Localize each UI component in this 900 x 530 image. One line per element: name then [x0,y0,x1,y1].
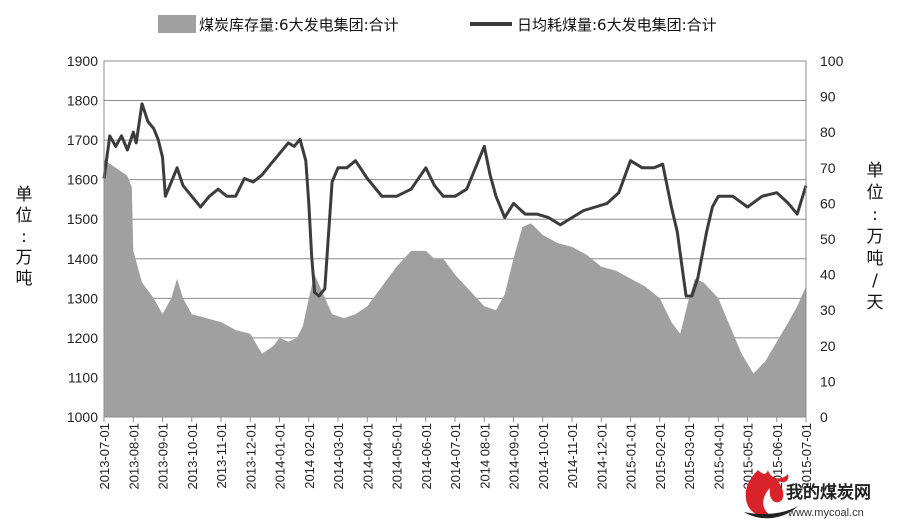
left-axis-title-char: 单 [16,185,33,205]
x-tick-label-5: 2013-12-01 [243,423,258,490]
right-tick-label-2: 20 [820,338,836,354]
right-tick-label-0: 0 [820,409,828,425]
x-tick-label-24: 2015-07-01 [799,423,814,490]
consumption-line-series [102,102,808,298]
x-tick-label-23: 2015-06-01 [770,423,785,490]
left-tick-label-4: 1400 [67,251,98,267]
x-axis-ticks: 2013-07-01 2013-08-01 2013-09-01 2013-10-01… [97,417,814,490]
right-axis-title-char: 天 [867,293,884,313]
stock-area-series [104,159,806,417]
legend-swatch-stock [158,15,196,33]
site-url: www.mycoal.cn [787,507,864,519]
right-tick-label-4: 40 [820,267,836,283]
right-axis-title-char: / [872,271,878,291]
left-tick-label-9: 1900 [67,53,98,69]
x-tick-label-7: 2014 02-01 [302,423,317,489]
left-tick-label-1: 1100 [68,369,98,385]
x-tick-label-9: 2014-04-01 [360,423,375,490]
legend-label-stock: 煤炭库存量:6大发电集团:合计 [199,16,399,34]
x-tick-label-21: 2015-04-01 [711,423,726,490]
x-tick-label-14: 2014-09-01 [507,423,522,490]
right-axis-title-char: 吨 [867,249,884,269]
legend-label-consumption: 日均耗煤量:6大发电集团:合计 [517,16,717,34]
x-tick-label-15: 2014-10-01 [536,423,551,490]
x-tick-label-3: 2013-10-01 [185,423,200,490]
consumption-line [102,102,808,298]
x-tick-label-20: 2015-03-01 [682,423,697,490]
flame-logo-icon [745,470,789,516]
x-tick-label-18: 2015-01-01 [624,423,639,490]
x-tick-label-10: 2014-05-01 [390,423,405,490]
x-tick-label-17: 2014-12-01 [594,423,609,490]
x-tick-label-0: 2013-07-01 [97,423,112,490]
right-axis-title-char: 位 [867,183,884,203]
x-tick-label-22: 2015-05-01 [741,423,756,490]
left-tick-label-2: 1200 [67,330,98,346]
right-axis-ticks: 0 10 20 30 40 50 60 70 80 90 100 [820,53,844,425]
x-tick-label-4: 2013-11-01 [214,423,229,489]
right-tick-label-10: 100 [820,53,844,69]
flame-swoosh-icon [744,506,798,519]
x-tick-label-6: 2014-01-01 [273,423,288,490]
left-axis-title-char: 吨 [16,269,33,289]
right-tick-label-6: 60 [820,195,836,211]
right-tick-label-8: 80 [820,124,836,140]
left-tick-label-8: 1800 [67,93,98,109]
x-tick-label-19: 2015-02-01 [653,423,668,490]
right-axis-title: 单位:万吨/天 [867,161,884,313]
right-axis-title-char: : [872,205,878,225]
right-tick-label-5: 50 [820,231,836,247]
x-tick-label-1: 2013-08-01 [126,423,141,490]
left-tick-label-7: 1700 [67,132,98,148]
left-tick-label-0: 1000 [67,409,98,425]
right-tick-label-7: 70 [820,160,836,176]
right-tick-label-3: 30 [820,302,836,318]
right-axis-title-char: 单 [867,161,884,181]
right-tick-label-9: 90 [820,89,836,105]
site-name: 我的煤炭网 [786,482,871,503]
left-axis-title-char: 位 [16,206,33,226]
stock-area [104,159,806,417]
left-axis-ticks: 1000 1100 1200 1300 1400 1500 1600 1700 1800 1900 [67,53,98,425]
x-tick-label-11: 2014-06-01 [419,423,434,490]
left-tick-label-6: 1600 [67,172,98,188]
right-tick-label-1: 10 [820,373,836,389]
legend: 煤炭库存量:6大发电集团:合计 日均耗煤量:6大发电集团:合计 [158,15,717,34]
x-tick-label-13: 2014 08-01 [477,423,492,489]
x-tick-label-8: 2014-03-01 [331,423,346,490]
right-axis-title-char: 万 [867,227,884,247]
x-tick-label-16: 2014-11-01 [565,423,580,489]
x-tick-label-2: 2013-09-01 [156,423,171,490]
left-axis-title-char: : [21,227,27,247]
left-tick-label-3: 1300 [67,290,98,306]
left-axis-title: 单位:万吨 [16,185,33,289]
site-logo: 我的煤炭网 www.mycoal.cn [744,470,871,519]
left-tick-label-5: 1500 [67,211,98,227]
left-axis-title-char: 万 [16,248,33,268]
x-tick-label-12: 2014-07-01 [448,423,463,490]
